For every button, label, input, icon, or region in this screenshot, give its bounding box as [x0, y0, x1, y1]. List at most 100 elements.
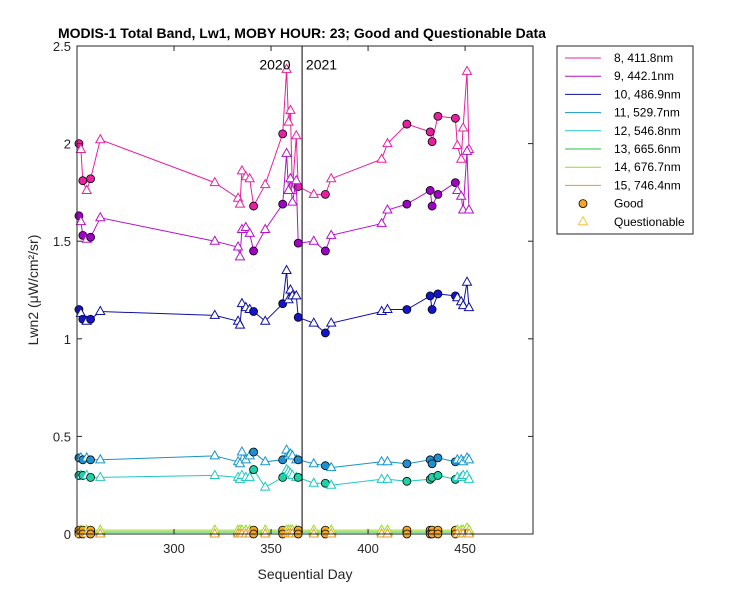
questionable-point: [461, 65, 473, 75]
legend-circle-marker: [578, 199, 588, 209]
questionable-point: [325, 527, 337, 538]
questionable-point: [461, 145, 473, 155]
good-point: [427, 459, 437, 469]
questionable-point: [209, 449, 221, 460]
questionable-point: [94, 527, 106, 538]
legend-label: 14, 676.7nm: [614, 160, 681, 174]
questionable-point: [259, 527, 271, 538]
x-tick-label: 400: [357, 541, 379, 556]
questionable-point: [463, 527, 475, 538]
questionable-point: [463, 473, 475, 483]
questionable-point: [94, 133, 106, 144]
questionable-point: [81, 184, 93, 194]
good-point: [249, 307, 258, 316]
y-tick-label: 0: [64, 527, 71, 542]
good-point: [320, 189, 330, 199]
x-tick-label: 350: [260, 541, 282, 556]
questionable-point: [382, 527, 393, 538]
questionable-point: [232, 241, 244, 251]
questionable-point: [94, 453, 106, 464]
questionable-point: [308, 188, 320, 198]
y-tick-label: 2: [64, 137, 71, 152]
questionable-point: [244, 227, 256, 237]
questionable-point: [259, 481, 271, 491]
questionable-point: [308, 235, 320, 245]
good-point: [427, 305, 437, 314]
good-point: [293, 472, 303, 482]
questionable-point: [283, 184, 294, 194]
questionable-point: [290, 289, 302, 300]
questionable-point: [236, 445, 248, 456]
questionable-point: [308, 317, 320, 327]
good-point: [402, 459, 412, 469]
good-point: [433, 189, 443, 199]
questionable-point: [94, 471, 106, 481]
good-point: [78, 176, 88, 186]
questionable-point: [451, 184, 463, 194]
questionable-point: [285, 104, 296, 114]
good-point: [293, 312, 303, 322]
good-point: [293, 238, 303, 248]
questionable-point: [376, 217, 388, 228]
legend-label: 11, 529.7nm: [614, 106, 680, 120]
questionable-point: [209, 527, 221, 538]
questionable-point: [382, 203, 393, 214]
good-point: [86, 174, 95, 184]
year-label: 2021: [306, 56, 337, 72]
questionable-point: [325, 172, 337, 183]
x-axis-label: Sequential Day: [258, 566, 353, 582]
good-point: [450, 178, 460, 188]
good-point: [249, 201, 258, 211]
good-point: [433, 453, 443, 463]
questionable-point: [94, 305, 106, 315]
questionable-point: [209, 176, 221, 187]
questionable-point: [463, 203, 475, 214]
legend-label: 10, 486.9nm: [614, 87, 681, 101]
legend-label: 13, 665.6nm: [614, 142, 681, 156]
questionable-point: [325, 229, 337, 239]
questionable-point: [75, 143, 87, 153]
questionable-point: [209, 309, 221, 319]
good-point: [402, 119, 412, 129]
questionable-point: [451, 139, 463, 150]
good-point: [425, 127, 435, 137]
questionable-point: [308, 477, 320, 487]
questionable-point: [325, 479, 337, 489]
legend-label: Questionable: [614, 215, 685, 229]
good-point: [249, 465, 258, 474]
questionable-point: [457, 121, 469, 132]
good-point: [278, 129, 288, 139]
good-point: [425, 186, 435, 195]
good-point: [402, 199, 412, 209]
questionable-point: [455, 153, 467, 163]
questionable-point: [455, 190, 467, 200]
y-tick-label: 0.5: [53, 429, 71, 444]
good-point: [86, 314, 95, 324]
axes-box: [76, 45, 534, 535]
y-tick-label: 2.5: [53, 39, 71, 54]
questionable-point: [308, 527, 320, 538]
axes-layer: 2020 2021 0 0.5 1 1.5 2 2.5 300 350 400 450: [53, 39, 534, 556]
questionable-point: [325, 461, 337, 472]
x-tick-label: 450: [454, 541, 476, 556]
legend: 8, 411.8nm 9, 442.1nm 10, 486.9nm 11, 529.7…: [556, 45, 694, 235]
questionable-point: [463, 453, 475, 464]
good-point: [278, 199, 288, 209]
questionable-point: [240, 221, 252, 232]
questionable-point: [234, 319, 246, 329]
good-point: [433, 471, 443, 480]
y-axis-label: Lwn2 (μW/cm²/sr): [25, 235, 41, 346]
questionable-point: [290, 129, 302, 140]
legend-label: Good: [614, 197, 643, 211]
questionable-point: [94, 211, 106, 222]
good-point: [86, 455, 95, 465]
good-point: [86, 472, 95, 482]
x-tick-label: 300: [163, 541, 185, 556]
series-layer: [74, 63, 475, 539]
questionable-point: [283, 116, 294, 126]
good-point: [320, 328, 330, 338]
questionable-point: [287, 196, 298, 206]
questionable-point: [259, 223, 271, 233]
good-point: [433, 289, 443, 299]
legend-triangle-marker: [577, 215, 589, 226]
